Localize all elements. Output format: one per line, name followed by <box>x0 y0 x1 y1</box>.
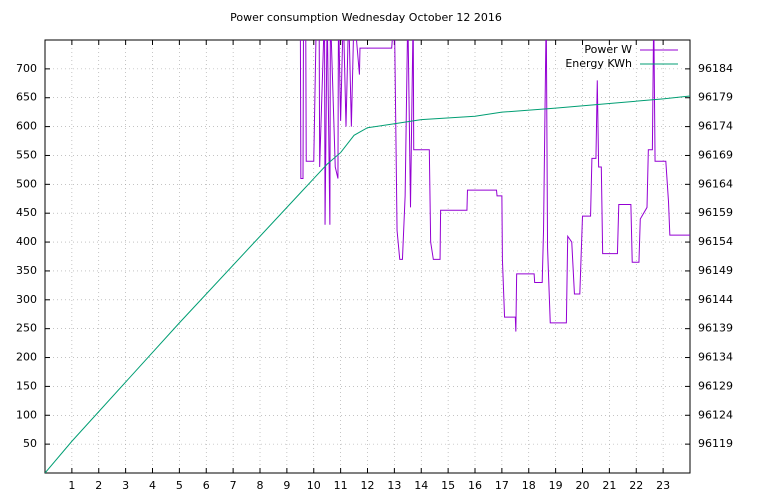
y-tick-label: 200 <box>16 351 37 364</box>
legend-label: Power W <box>584 43 632 56</box>
x-tick-label: 5 <box>176 479 183 492</box>
x-tick-label: 18 <box>522 479 536 492</box>
y2-tick-label: 96179 <box>698 91 733 104</box>
y-tick-label: 500 <box>16 177 37 190</box>
chart-title: Power consumption Wednesday October 12 2… <box>230 11 502 24</box>
x-tick-label: 2 <box>95 479 102 492</box>
x-tick-label: 20 <box>576 479 590 492</box>
y2-tick-label: 96174 <box>698 120 733 133</box>
y2-tick-label: 96134 <box>698 351 733 364</box>
x-tick-label: 12 <box>361 479 375 492</box>
y2-tick-label: 96184 <box>698 62 733 75</box>
plot-area <box>45 40 690 473</box>
y-tick-label: 300 <box>16 293 37 306</box>
x-tick-label: 17 <box>495 479 509 492</box>
x-tick-label: 21 <box>602 479 616 492</box>
legend-label: Energy KWh <box>565 57 632 70</box>
x-tick-label: 15 <box>441 479 455 492</box>
x-tick-label: 22 <box>629 479 643 492</box>
y-tick-label: 250 <box>16 322 37 335</box>
x-tick-label: 6 <box>203 479 210 492</box>
y2-tick-label: 96164 <box>698 177 733 190</box>
plot-frame <box>44 39 691 474</box>
y-tick-label: 50 <box>23 437 37 450</box>
x-tick-label: 19 <box>549 479 563 492</box>
y2-tick-label: 96139 <box>698 322 733 335</box>
y-tick-label: 700 <box>16 62 37 75</box>
y2-tick-label: 96144 <box>698 293 733 306</box>
y-tick-label: 400 <box>16 235 37 248</box>
y2-tick-label: 96124 <box>698 408 733 421</box>
x-tick-label: 13 <box>387 479 401 492</box>
x-tick-label: 14 <box>414 479 428 492</box>
y2-tick-label: 96159 <box>698 206 733 219</box>
x-tick-label: 4 <box>149 479 156 492</box>
y2-tick-label: 96129 <box>698 379 733 392</box>
x-tick-label: 7 <box>230 479 237 492</box>
y2-tick-label: 96154 <box>698 235 733 248</box>
y2-tick-label: 96149 <box>698 264 733 277</box>
y-tick-label: 650 <box>16 91 37 104</box>
y2-tick-label: 96119 <box>698 437 733 450</box>
x-tick-label: 3 <box>122 479 129 492</box>
x-tick-label: 8 <box>257 479 264 492</box>
x-tick-label: 11 <box>334 479 348 492</box>
y-tick-label: 450 <box>16 206 37 219</box>
x-tick-label: 16 <box>468 479 482 492</box>
y-tick-label: 100 <box>16 408 37 421</box>
x-tick-label: 10 <box>307 479 321 492</box>
y-tick-label: 600 <box>16 120 37 133</box>
series-line <box>45 95 690 473</box>
series-line <box>299 40 690 332</box>
y-tick-label: 350 <box>16 264 37 277</box>
x-tick-label: 9 <box>283 479 290 492</box>
y-tick-label: 550 <box>16 148 37 161</box>
y-tick-label: 150 <box>16 379 37 392</box>
x-tick-label: 1 <box>68 479 75 492</box>
x-tick-label: 23 <box>656 479 670 492</box>
y2-tick-label: 96169 <box>698 148 733 161</box>
